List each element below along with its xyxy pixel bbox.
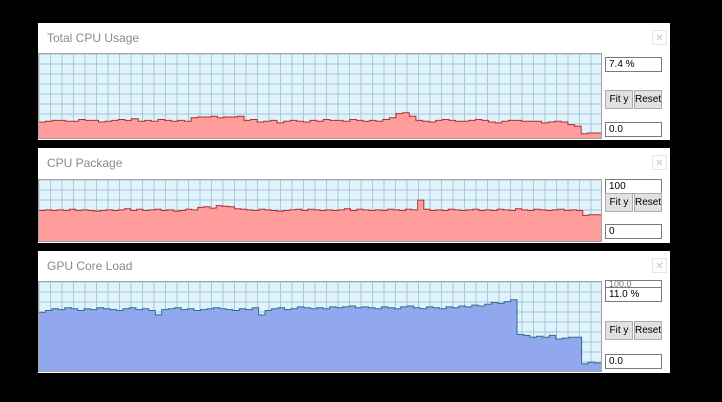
panel-title: GPU Core Load xyxy=(47,259,133,273)
min-value-field[interactable]: 0.0 xyxy=(605,354,662,369)
reset-button[interactable]: Reset xyxy=(634,193,662,212)
history-line xyxy=(39,199,601,216)
close-icon[interactable]: ✕ xyxy=(652,155,667,170)
fit-y-button[interactable]: Fit y xyxy=(605,321,633,340)
reset-button[interactable]: Reset xyxy=(634,90,662,109)
history-line xyxy=(39,112,601,135)
max-value-field[interactable]: 11.0 % xyxy=(605,287,662,302)
panel-title: CPU Package xyxy=(47,156,123,170)
reset-button[interactable]: Reset xyxy=(634,321,662,340)
history-line xyxy=(39,299,601,365)
panel-gpu-core-load: GPU Core Load ✕ 100.0 11.0 % Fit y Reset… xyxy=(38,251,670,373)
panel-total-cpu-usage: Total CPU Usage ✕ 7.4 % Fit y Reset 0.0 xyxy=(38,23,670,140)
history-area xyxy=(39,200,601,241)
history-area xyxy=(39,112,601,138)
panel-cpu-package: CPU Package ✕ 100 Fit y Reset 0 xyxy=(38,148,670,243)
plot-controls: 7.4 % Fit y Reset 0.0 xyxy=(605,53,667,139)
max-value-field[interactable]: 7.4 % xyxy=(605,57,662,72)
sensor-plot xyxy=(38,179,602,242)
max-value-field[interactable]: 100 xyxy=(605,179,662,194)
panel-title: Total CPU Usage xyxy=(47,31,140,45)
plot-canvas xyxy=(39,54,601,138)
plot-canvas xyxy=(39,282,601,371)
min-value-field[interactable]: 0 xyxy=(605,224,662,239)
fit-y-button[interactable]: Fit y xyxy=(605,193,633,212)
plot-canvas xyxy=(39,180,601,241)
sensor-plot xyxy=(38,53,602,139)
max-value-field-behind: 100.0 xyxy=(605,280,662,288)
close-icon[interactable]: ✕ xyxy=(652,258,667,273)
min-value-field[interactable]: 0.0 xyxy=(605,122,662,137)
plot-controls: 100.0 11.0 % Fit y Reset 0.0 xyxy=(605,280,667,372)
close-icon[interactable]: ✕ xyxy=(652,30,667,45)
sensor-plot xyxy=(38,281,602,372)
fit-y-button[interactable]: Fit y xyxy=(605,90,633,109)
plot-controls: 100 Fit y Reset 0 xyxy=(605,179,667,242)
history-area xyxy=(39,299,601,371)
